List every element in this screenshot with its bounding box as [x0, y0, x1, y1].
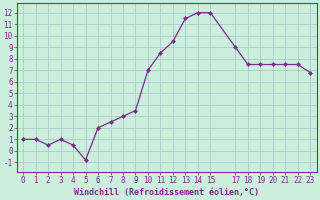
X-axis label: Windchill (Refroidissement éolien,°C): Windchill (Refroidissement éolien,°C)	[74, 188, 259, 197]
